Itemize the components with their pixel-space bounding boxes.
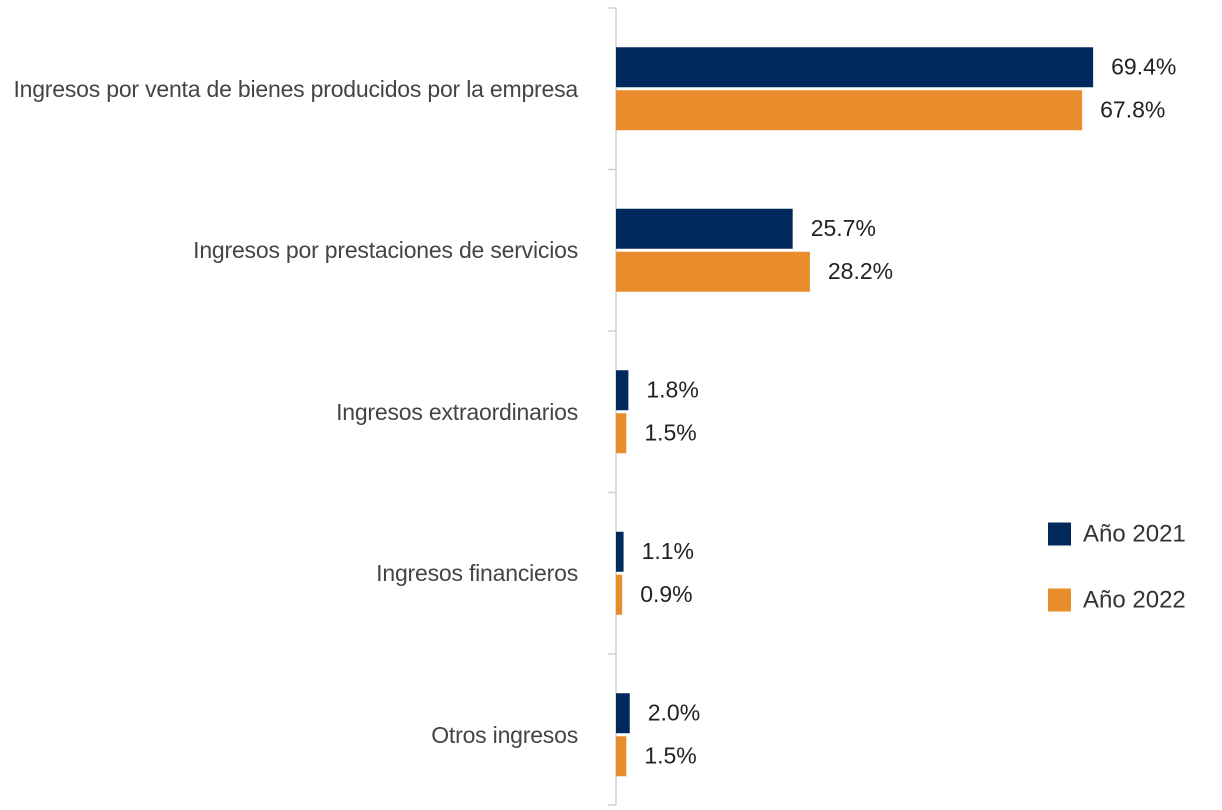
bar xyxy=(616,736,627,777)
category-label: Otros ingresos xyxy=(431,721,578,748)
data-label: 0.9% xyxy=(640,581,692,607)
data-label: 1.1% xyxy=(642,538,694,564)
category-label: Ingresos por prestaciones de servicios xyxy=(193,237,578,264)
data-label: 25.7% xyxy=(811,215,876,241)
bar xyxy=(616,47,1094,88)
data-label: 69.4% xyxy=(1111,53,1176,79)
bar xyxy=(616,251,810,292)
bar xyxy=(616,90,1083,131)
bar xyxy=(616,531,624,572)
bar xyxy=(616,693,630,734)
category-label: Ingresos extraordinarios xyxy=(336,398,578,425)
data-label: 2.0% xyxy=(648,699,700,725)
bar xyxy=(616,370,629,411)
data-label: 1.8% xyxy=(646,376,698,402)
category-label: Ingresos financieros xyxy=(376,560,578,587)
legend-label: Año 2021 xyxy=(1083,520,1186,547)
legend-swatch xyxy=(1048,522,1071,546)
data-label: 67.8% xyxy=(1100,96,1165,122)
data-label: 28.2% xyxy=(828,258,893,284)
legend-label: Año 2022 xyxy=(1083,586,1186,613)
data-label: 1.5% xyxy=(644,742,696,768)
bar xyxy=(616,413,627,454)
bar xyxy=(616,574,623,615)
bar xyxy=(616,208,793,249)
data-label: 1.5% xyxy=(644,419,696,445)
legend-swatch xyxy=(1048,588,1071,612)
category-label: Ingresos por venta de bienes producidos … xyxy=(13,75,578,102)
